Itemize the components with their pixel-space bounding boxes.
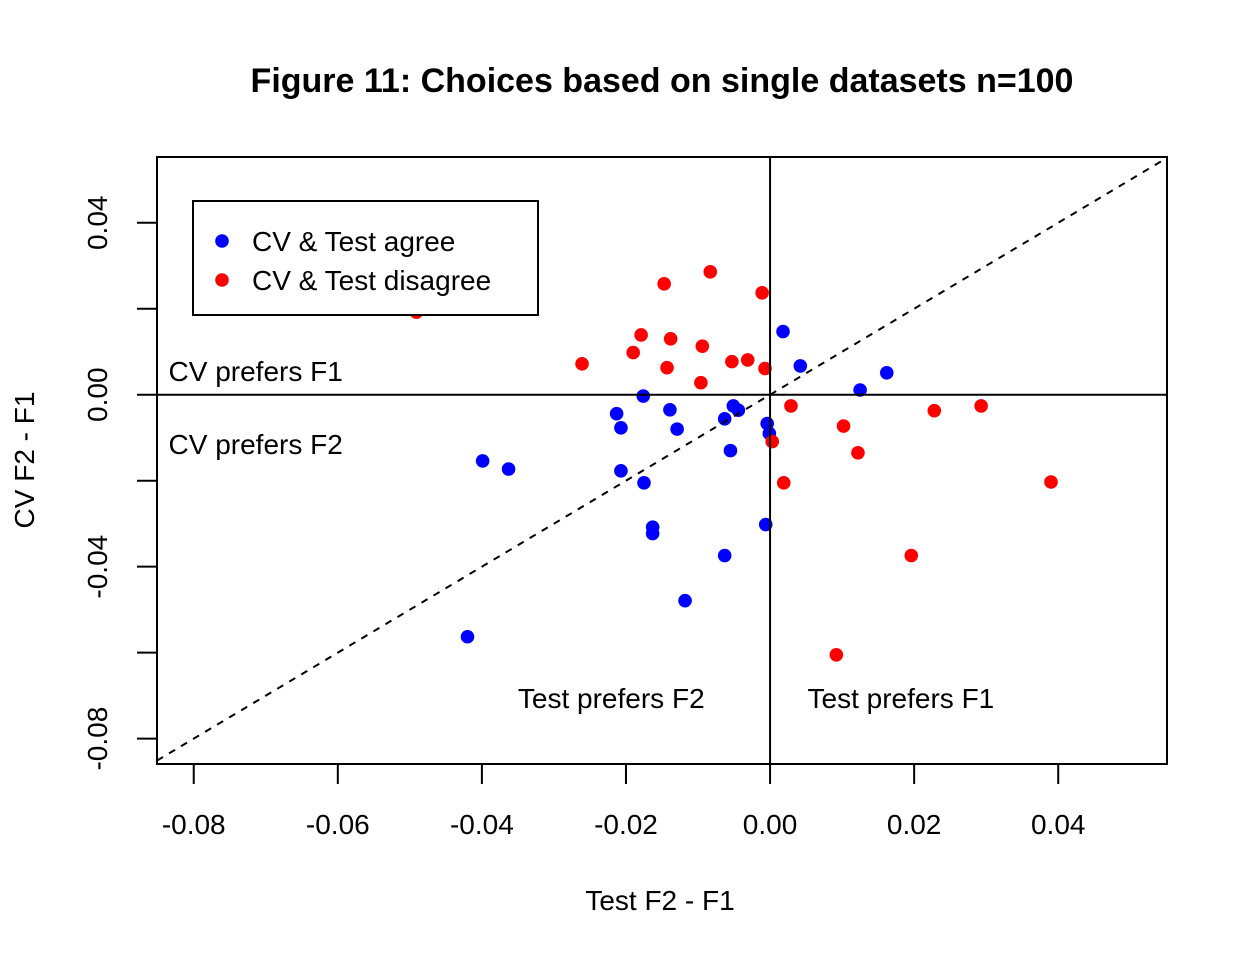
agree-point [776, 324, 790, 339]
legend-marker [215, 234, 229, 248]
y-axis-label: CV F2 - F1 [9, 392, 40, 529]
x-tick-label: -0.06 [306, 809, 370, 840]
disagree-point [755, 286, 769, 300]
legend-box [192, 200, 539, 316]
legend-marker [215, 273, 229, 287]
points-layer [409, 264, 1058, 662]
agree-point [614, 421, 628, 435]
y-tick-label: 0.00 [82, 367, 113, 422]
disagree-point [694, 375, 708, 390]
disagree-point [725, 354, 739, 369]
agree-point [636, 389, 651, 403]
disagree-point [829, 648, 844, 662]
disagree-point [657, 277, 671, 291]
plot-frame [156, 156, 1168, 765]
disagree-point [974, 399, 988, 413]
disagree-point [765, 434, 780, 449]
agree-point [663, 402, 677, 417]
x-tick-label: 0.04 [1031, 809, 1086, 840]
agree-point [717, 412, 732, 426]
disagree-point [634, 328, 648, 342]
agree-point [731, 403, 746, 418]
agree-point [793, 359, 808, 373]
x-axis: -0.08 -0.06 -0.04 -0.02 0.00 0.02 0.04 [162, 764, 1086, 840]
agree-point [614, 464, 628, 478]
disagree-point [740, 353, 755, 367]
y-axis: -0.08 -0.04 0.00 0.04 [82, 196, 157, 771]
disagree-point [758, 361, 772, 376]
reference-lines [156, 157, 1168, 764]
x-tick-label: 0.00 [743, 809, 798, 840]
agree-point [717, 548, 732, 563]
agree-point [609, 406, 624, 421]
legend-label: CV & Test disagree [252, 265, 491, 296]
agree-point [645, 526, 660, 541]
disagree-point [575, 356, 589, 371]
disagree-point [663, 332, 678, 346]
agree-point [879, 366, 894, 380]
y-tick-label: -0.08 [82, 707, 113, 771]
annotations: CV prefers F1 CV prefers F2 Test prefers F… [169, 356, 995, 714]
disagree-point [695, 339, 710, 353]
agree-point [501, 462, 516, 476]
annotation-text: CV prefers F2 [169, 429, 343, 460]
agree-point [853, 383, 867, 397]
agree-point [637, 476, 651, 490]
agree-point [475, 454, 490, 468]
chart-title: Figure 11: Choices based on single datas… [251, 62, 1074, 100]
annotation-text: Test prefers F1 [808, 683, 995, 714]
disagree-point [927, 403, 942, 418]
x-tick-label: -0.08 [162, 809, 226, 840]
agree-point [678, 593, 692, 608]
x-tick-label: -0.02 [594, 809, 658, 840]
legend: CV & Test agree CV & Test disagree [192, 200, 539, 316]
disagree-point [626, 345, 640, 360]
agree-point [670, 422, 684, 436]
disagree-point [776, 476, 791, 490]
disagree-point [703, 264, 718, 279]
disagree-point [784, 399, 798, 413]
x-tick-label: 0.02 [887, 809, 942, 840]
x-tick-label: -0.04 [450, 809, 514, 840]
disagree-point [836, 419, 851, 433]
legend-label: CV & Test agree [252, 226, 455, 257]
disagree-point [1044, 475, 1058, 489]
annotation-text: Test prefers F2 [518, 683, 705, 714]
y-tick-label: -0.04 [82, 535, 113, 599]
agree-point [723, 443, 738, 458]
x-axis-label: Test F2 - F1 [585, 885, 734, 916]
agree-point [460, 629, 475, 644]
diagonal-reference-line [156, 157, 1168, 762]
disagree-point [904, 548, 919, 563]
disagree-point [851, 445, 865, 460]
annotation-text: CV prefers F1 [169, 356, 343, 387]
y-tick-label: 0.04 [82, 196, 113, 251]
disagree-point [660, 360, 674, 375]
